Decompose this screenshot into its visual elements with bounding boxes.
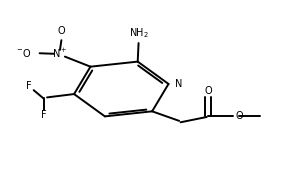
Text: $^{-}$O: $^{-}$O xyxy=(16,47,31,59)
Text: O: O xyxy=(204,86,212,96)
Text: N$^+$: N$^+$ xyxy=(52,47,68,60)
Text: N: N xyxy=(175,78,182,89)
Text: F: F xyxy=(41,110,46,120)
Text: NH$_2$: NH$_2$ xyxy=(128,27,149,40)
Text: F: F xyxy=(26,81,31,91)
Text: O: O xyxy=(236,111,243,121)
Text: O: O xyxy=(58,26,65,36)
